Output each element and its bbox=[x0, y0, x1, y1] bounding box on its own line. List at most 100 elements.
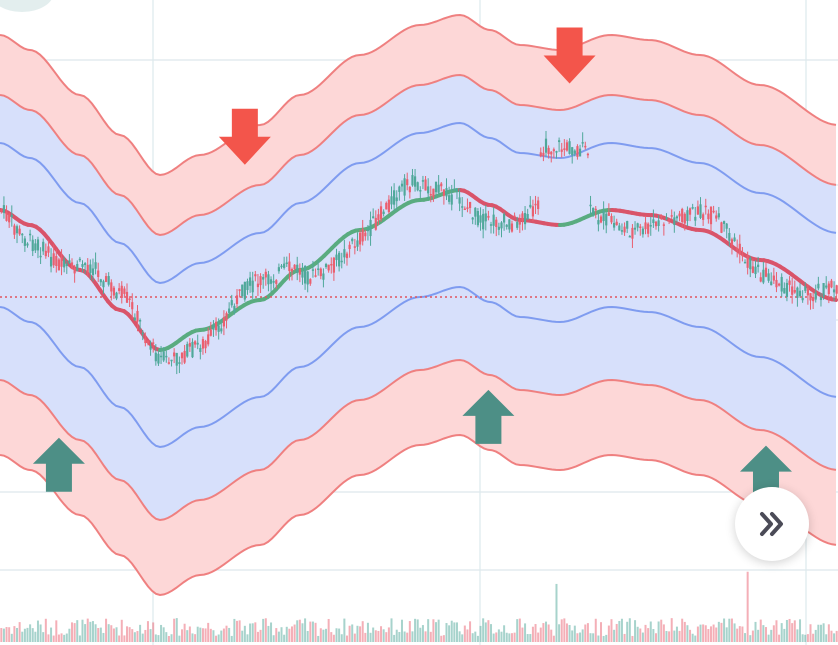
volume-bar bbox=[406, 632, 409, 642]
volume-bar bbox=[36, 620, 39, 642]
volume-bar bbox=[340, 634, 343, 642]
candle-body bbox=[99, 279, 102, 283]
volume-bar bbox=[526, 634, 529, 642]
volume-bar bbox=[450, 620, 453, 642]
volume-bar bbox=[785, 619, 788, 642]
candle-body bbox=[523, 213, 527, 225]
candle-body bbox=[568, 141, 571, 154]
candle-body bbox=[264, 271, 267, 278]
volume-bar bbox=[524, 623, 527, 642]
volume-bar bbox=[767, 634, 770, 642]
candle-body bbox=[599, 216, 603, 223]
volume-bar bbox=[97, 628, 100, 642]
volume-bar bbox=[283, 634, 286, 642]
volume-bar bbox=[764, 627, 767, 642]
candle-body bbox=[81, 263, 84, 267]
volume-bar bbox=[458, 631, 461, 642]
inner-band-lower bbox=[0, 285, 837, 449]
candle-body bbox=[424, 179, 427, 191]
volume-bar bbox=[613, 629, 616, 642]
volume-bar bbox=[435, 622, 438, 642]
volume-bar bbox=[209, 628, 212, 642]
candle-body bbox=[482, 213, 485, 230]
volume-bar bbox=[191, 633, 194, 642]
candle-body bbox=[47, 246, 50, 253]
candle-body bbox=[201, 339, 205, 349]
candle-body bbox=[246, 281, 249, 291]
volume-bar bbox=[118, 635, 121, 642]
volume-bar bbox=[683, 621, 686, 642]
candle-body bbox=[403, 178, 406, 196]
candle-body bbox=[196, 342, 199, 345]
volume-bar bbox=[314, 622, 317, 642]
candle-body bbox=[531, 206, 535, 217]
candle-body bbox=[374, 217, 377, 230]
candle-body bbox=[743, 261, 747, 264]
candle-body bbox=[351, 238, 354, 242]
candle-body bbox=[398, 186, 401, 192]
volume-bar bbox=[833, 633, 836, 642]
volume-bar bbox=[558, 624, 561, 642]
candle-body bbox=[526, 213, 529, 220]
volume-bar bbox=[759, 619, 762, 642]
candle-body bbox=[683, 213, 686, 224]
candle-body bbox=[505, 224, 508, 227]
candle-body bbox=[607, 212, 610, 216]
candle-body bbox=[775, 279, 778, 288]
candle-body bbox=[660, 215, 663, 217]
candle-body bbox=[207, 334, 210, 345]
volume-bar bbox=[60, 633, 63, 642]
candle-body bbox=[361, 229, 364, 242]
volume-bar bbox=[348, 625, 351, 642]
volume-bar bbox=[455, 622, 458, 642]
volume-bar bbox=[280, 627, 283, 642]
candle-body bbox=[112, 287, 116, 296]
candle-body bbox=[589, 204, 592, 207]
candle-body bbox=[738, 243, 741, 255]
volume-bar bbox=[319, 628, 322, 642]
volume-bar bbox=[338, 628, 341, 642]
candle-body bbox=[173, 352, 176, 357]
volume-bar bbox=[325, 628, 328, 642]
candle-body bbox=[788, 280, 791, 285]
candle-body bbox=[217, 325, 220, 332]
volume-bar bbox=[165, 632, 168, 642]
volume-bar bbox=[243, 625, 246, 642]
candle-body bbox=[165, 355, 168, 358]
candle-body bbox=[306, 271, 309, 285]
candle-body bbox=[500, 222, 503, 229]
volume-bar bbox=[662, 624, 665, 642]
candle-body bbox=[340, 260, 343, 263]
volume-bar bbox=[694, 635, 697, 642]
candle-body bbox=[78, 258, 81, 261]
volume-bar bbox=[84, 624, 87, 642]
volume-bar bbox=[267, 625, 270, 642]
candle-body bbox=[770, 281, 773, 286]
volume-bar bbox=[382, 629, 385, 642]
volume-bar bbox=[212, 630, 215, 642]
volume-bar bbox=[0, 628, 3, 642]
candle-body bbox=[772, 275, 775, 281]
volume-bar bbox=[196, 626, 199, 642]
volume-bar bbox=[322, 629, 325, 642]
volume-bar bbox=[23, 628, 26, 642]
volume-bar bbox=[29, 624, 32, 642]
volume-bar bbox=[521, 627, 524, 642]
volume-bar bbox=[285, 626, 288, 642]
scroll-to-realtime-button[interactable] bbox=[735, 487, 809, 561]
candle-body bbox=[610, 216, 613, 223]
candle-body bbox=[571, 147, 574, 156]
candle-body bbox=[573, 150, 576, 154]
candle-body bbox=[170, 359, 173, 362]
candlesticks bbox=[0, 130, 838, 375]
candle-body bbox=[0, 209, 3, 212]
candle-body bbox=[283, 263, 286, 268]
candle-body bbox=[36, 239, 40, 251]
candle-body bbox=[70, 262, 74, 270]
candle-body bbox=[293, 264, 296, 269]
volume-bar bbox=[592, 633, 595, 642]
volume-bar bbox=[335, 628, 338, 642]
candle-body bbox=[461, 206, 464, 208]
